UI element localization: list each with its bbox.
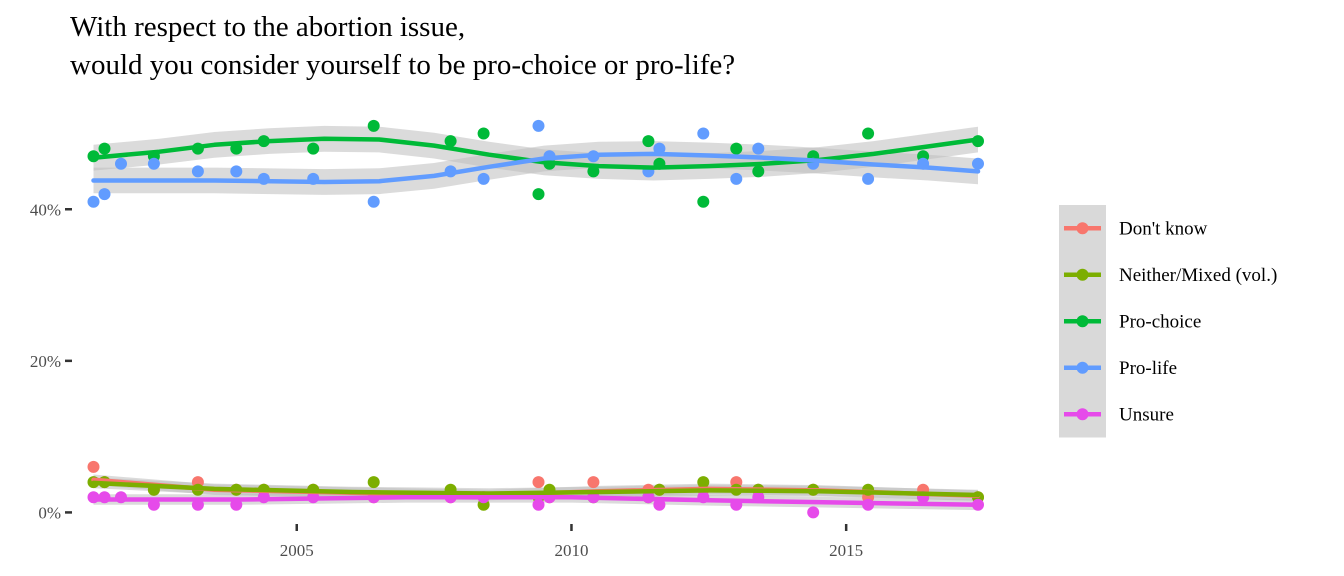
point-pro-life-17 [730, 173, 742, 185]
point-pro-choice-7 [368, 120, 380, 132]
point-pro-life-5 [230, 165, 242, 177]
legend-label-neither-mixed-vol: Neither/Mixed (vol.) [1119, 265, 1277, 286]
point-pro-choice-15 [697, 196, 709, 208]
x-tick-label-2010: 2010 [554, 541, 588, 560]
point-neither-mixed-vol-7 [368, 476, 380, 488]
point-pro-choice-1 [99, 143, 111, 155]
legend-dot-don-t-know [1077, 222, 1089, 234]
point-neither-mixed-vol-15 [697, 476, 709, 488]
point-don-t-know-0 [88, 461, 100, 473]
point-pro-life-8 [368, 196, 380, 208]
point-unsure-11 [533, 499, 545, 511]
point-pro-choice-6 [307, 143, 319, 155]
point-unsure-19 [807, 506, 819, 518]
x-tick-label-2005: 2005 [280, 541, 314, 560]
point-don-t-know-10 [533, 476, 545, 488]
point-pro-life-20 [862, 173, 874, 185]
point-pro-choice-8 [445, 135, 457, 147]
point-pro-life-11 [533, 120, 545, 132]
point-pro-choice-19 [862, 128, 874, 140]
point-pro-life-0 [88, 196, 100, 208]
point-pro-life-16 [697, 128, 709, 140]
y-tick-label-0: 0% [38, 503, 61, 522]
point-pro-life-22 [972, 158, 984, 170]
legend-dot-unsure [1077, 408, 1089, 420]
legend-label-pro-life: Pro-life [1119, 358, 1177, 379]
legend-dot-neither-mixed-vol [1077, 269, 1089, 281]
point-pro-life-18 [752, 143, 764, 155]
point-pro-life-2 [115, 158, 127, 170]
x-tick-label-2015: 2015 [829, 541, 863, 560]
y-tick-label-40: 40% [30, 200, 61, 219]
point-don-t-know-12 [587, 476, 599, 488]
point-pro-choice-16 [730, 143, 742, 155]
point-pro-life-10 [478, 173, 490, 185]
y-axis: 0% 20% 40% [30, 200, 72, 522]
point-pro-choice-17 [752, 165, 764, 177]
point-pro-choice-9 [478, 128, 490, 140]
legend-label-unsure: Unsure [1119, 404, 1174, 425]
confidence-bands [94, 126, 979, 510]
legend-label-don-t-know: Don't know [1119, 218, 1208, 239]
point-pro-choice-10 [533, 188, 545, 200]
legend-dot-pro-choice [1077, 315, 1089, 327]
x-axis: 2005 2010 2015 [280, 524, 863, 560]
point-pro-life-3 [148, 158, 160, 170]
point-pro-life-4 [192, 165, 204, 177]
legend-dot-pro-life [1077, 362, 1089, 374]
point-pro-choice-13 [642, 135, 654, 147]
y-tick-label-20: 20% [30, 352, 61, 371]
legend-label-pro-choice: Pro-choice [1119, 311, 1201, 332]
point-pro-life-1 [99, 188, 111, 200]
legend: Don't know Neither/Mixed (vol.) Pro-choice… [1059, 205, 1277, 438]
